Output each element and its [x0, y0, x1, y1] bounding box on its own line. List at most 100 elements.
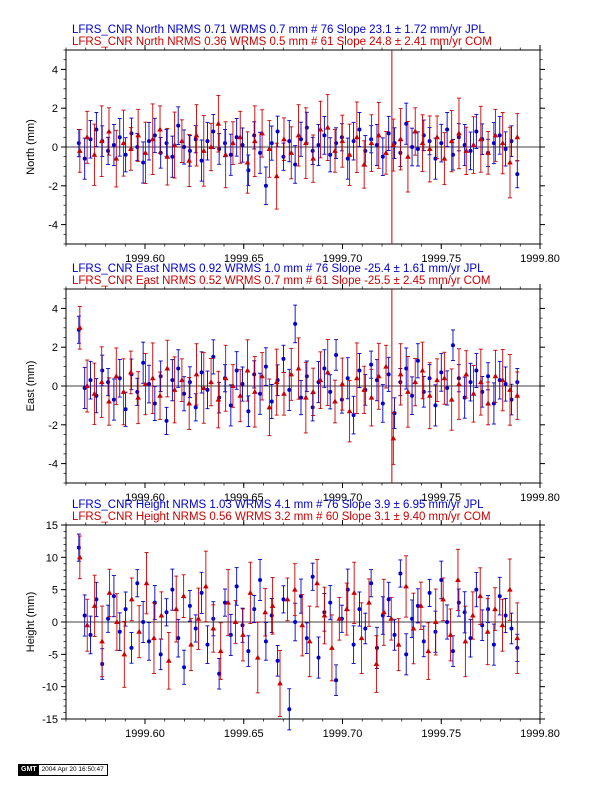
red-data-point — [254, 654, 261, 660]
red-data-point — [346, 408, 353, 414]
y-axis-label: East (mm) — [25, 361, 37, 412]
red-data-point — [339, 381, 346, 387]
blue-data-point — [316, 143, 321, 148]
red-data-point — [193, 371, 200, 377]
y-axis-label: North (mm) — [25, 119, 37, 175]
red-data-point — [477, 593, 484, 599]
x-tick-label: 1999.75 — [421, 728, 461, 740]
blue-data-point — [474, 129, 479, 134]
blue-data-point — [263, 364, 268, 369]
red-data-point — [166, 657, 172, 663]
red-data-point — [484, 628, 491, 634]
red-data-point — [106, 589, 113, 595]
red-data-point — [203, 583, 209, 589]
panel-title-blue: LFRS_CNR Height NRMS 1.03 WRMS 4.1 mm # … — [72, 499, 484, 511]
red-data-point — [346, 151, 353, 157]
blue-data-point — [491, 141, 496, 146]
y-tick-label: -4 — [48, 459, 58, 471]
red-data-point — [114, 619, 120, 624]
red-data-point — [419, 140, 426, 146]
blue-data-point — [152, 133, 157, 138]
y-tick-label: 10 — [46, 552, 58, 564]
blue-data-point — [468, 148, 473, 153]
x-tick-label: 1999.75 — [421, 253, 461, 265]
y-tick-label: 0 — [52, 381, 58, 393]
y-tick-label: -5 — [48, 649, 58, 661]
red-data-point — [339, 138, 346, 144]
red-data-point — [193, 132, 200, 138]
blue-data-point — [182, 665, 187, 670]
red-data-point — [252, 388, 258, 394]
x-tick-label: 1999.65 — [224, 492, 264, 504]
y-tick-label: 4 — [52, 303, 58, 315]
panel-title-blue: LFRS_CNR North NRMS 0.71 WRMS 0.7 mm # 7… — [72, 24, 485, 36]
red-data-point — [514, 635, 521, 641]
panel-title-red: LFRS_CNR Height NRMS 0.56 WRMS 3.2 mm # … — [72, 511, 491, 523]
red-data-point — [208, 144, 214, 149]
blue-data-point — [117, 629, 122, 634]
red-data-point — [77, 147, 83, 153]
red-data-point — [288, 149, 295, 155]
gmt-stamp: GMT 2004 Apr 20 16:50:47 — [18, 764, 108, 776]
blue-data-point — [410, 145, 415, 149]
red-data-point — [412, 128, 419, 134]
red-data-point — [469, 612, 476, 618]
red-data-point — [448, 138, 455, 144]
red-data-point — [470, 142, 477, 148]
red-data-point — [292, 586, 298, 592]
blue-data-point — [334, 352, 339, 357]
blue-data-point — [199, 158, 204, 163]
blue-data-point — [141, 360, 146, 365]
red-data-point — [314, 580, 320, 586]
blue-data-point — [298, 395, 303, 400]
red-data-point — [149, 375, 156, 381]
y-tick-label: 0 — [52, 617, 58, 629]
blue-data-point — [310, 574, 315, 579]
red-data-point — [368, 394, 375, 400]
x-tick-label: 1999.70 — [323, 728, 363, 740]
blue-data-point — [217, 146, 222, 151]
y-tick-label: 2 — [52, 103, 58, 115]
blue-data-point — [193, 626, 198, 631]
y-tick-label: -2 — [48, 181, 58, 193]
red-data-point — [403, 583, 409, 589]
red-data-point — [375, 132, 382, 138]
blue-data-point — [82, 156, 87, 161]
blue-data-point — [287, 707, 292, 712]
blue-data-point — [439, 141, 444, 146]
red-data-point — [324, 369, 331, 375]
blue-data-point — [240, 143, 245, 148]
blue-data-point — [287, 139, 292, 144]
blue-data-point — [135, 581, 140, 586]
y-tick-label: 5 — [52, 585, 58, 597]
red-data-point — [310, 155, 316, 161]
red-data-point — [120, 140, 127, 146]
red-data-point — [397, 371, 404, 377]
blue-data-point — [205, 387, 210, 392]
red-data-point — [354, 134, 360, 140]
red-data-point — [463, 147, 470, 153]
red-data-point — [200, 384, 207, 390]
panel-north: LFRS_CNR North NRMS 0.71 WRMS 0.7 mm # 7… — [25, 24, 560, 265]
red-data-point — [405, 153, 411, 159]
blue-data-point — [228, 632, 233, 637]
red-data-point — [462, 638, 469, 644]
red-data-point — [351, 589, 357, 595]
red-data-point — [448, 396, 455, 402]
red-data-point — [456, 381, 462, 387]
panel-height: LFRS_CNR Height NRMS 1.03 WRMS 4.1 mm # … — [25, 499, 560, 740]
blue-data-point — [199, 370, 204, 375]
red-data-point — [368, 140, 375, 146]
blue-data-point — [176, 366, 181, 371]
blue-data-point — [170, 154, 175, 159]
x-tick-label: 1999.80 — [520, 253, 560, 265]
red-data-point — [281, 136, 287, 142]
blue-data-point — [258, 577, 263, 582]
red-data-point — [135, 132, 141, 138]
blue-data-point — [111, 143, 116, 148]
red-data-point — [410, 625, 417, 631]
blue-data-point — [386, 131, 391, 136]
red-data-point — [91, 151, 98, 157]
blue-data-point — [158, 374, 163, 379]
blue-data-point — [82, 613, 87, 618]
